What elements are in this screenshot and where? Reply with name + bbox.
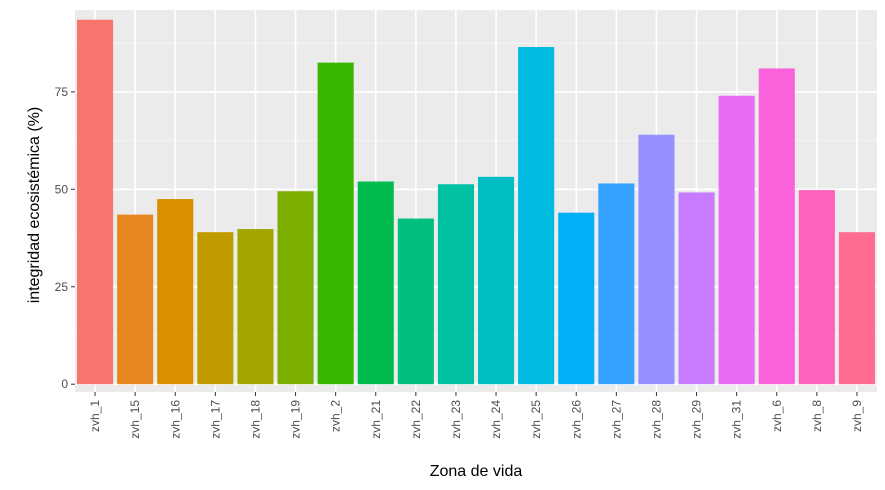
x-axis-title: Zona de vida	[430, 463, 523, 480]
bar-zvh_18	[237, 229, 274, 385]
x-tick-label: zvh_1	[88, 400, 102, 432]
y-axis: 0 25 50 75	[55, 85, 75, 391]
bar-zvh_16	[157, 199, 194, 385]
x-tick-label: zvh_24	[489, 400, 503, 439]
y-tick-label: 75	[55, 85, 69, 99]
x-tick-label: zvh_8	[810, 400, 824, 432]
bar-zvh_29	[678, 192, 715, 385]
y-tick-label: 50	[55, 182, 69, 196]
x-tick-label: zvh_21	[369, 400, 383, 439]
x-tick-label: zvh_23	[449, 400, 463, 439]
bar-zvh_8	[798, 190, 835, 385]
x-tick-label: zvh_25	[529, 400, 543, 439]
bar-zvh_27	[598, 183, 635, 385]
bar-zvh_25	[518, 47, 555, 385]
x-tick-label: zvh_16	[168, 400, 182, 439]
x-axis: zvh_1 zvh_15 zvh_16 zvh_17 zvh_18 zvh_19 zvh_2…	[88, 392, 864, 439]
x-tick-label: zvh_15	[128, 400, 142, 439]
bar-zvh_15	[117, 214, 154, 385]
x-tick-label: zvh_27	[609, 400, 623, 439]
x-tick-label: zvh_17	[208, 400, 222, 439]
x-tick-label: zvh_2	[329, 400, 343, 432]
bar-zvh_31	[718, 95, 755, 385]
bar-zvh_24	[478, 176, 515, 385]
bar-zvh_19	[277, 191, 314, 385]
bar-zvh_21	[357, 181, 394, 385]
y-tick-label: 25	[55, 280, 69, 294]
x-tick-label: zvh_19	[289, 400, 303, 439]
x-tick-label: zvh_9	[850, 400, 864, 432]
plot-panel	[75, 10, 877, 392]
bar-zvh_9	[838, 232, 875, 385]
bar-zvh_22	[397, 218, 434, 385]
bar-zvh_17	[197, 232, 234, 385]
bars	[77, 19, 875, 385]
bar-zvh_26	[558, 212, 595, 385]
y-tick-label: 0	[61, 377, 68, 391]
x-tick-label: zvh_31	[730, 400, 744, 439]
y-axis-title: integridad ecosistémica (%)	[26, 107, 43, 304]
bar-zvh_1	[77, 19, 114, 385]
x-tick-label: zvh_29	[690, 400, 704, 439]
x-tick-label: zvh_6	[770, 400, 784, 432]
bar-zvh_28	[638, 134, 675, 385]
panel-background	[75, 10, 877, 392]
x-tick-label: zvh_22	[409, 400, 423, 439]
bar-zvh_23	[437, 184, 474, 385]
bar-zvh_6	[758, 68, 795, 385]
x-tick-label: zvh_26	[569, 400, 583, 439]
x-tick-label: zvh_28	[649, 400, 663, 439]
bar-zvh_2	[317, 62, 354, 385]
x-tick-label: zvh_18	[248, 400, 262, 439]
